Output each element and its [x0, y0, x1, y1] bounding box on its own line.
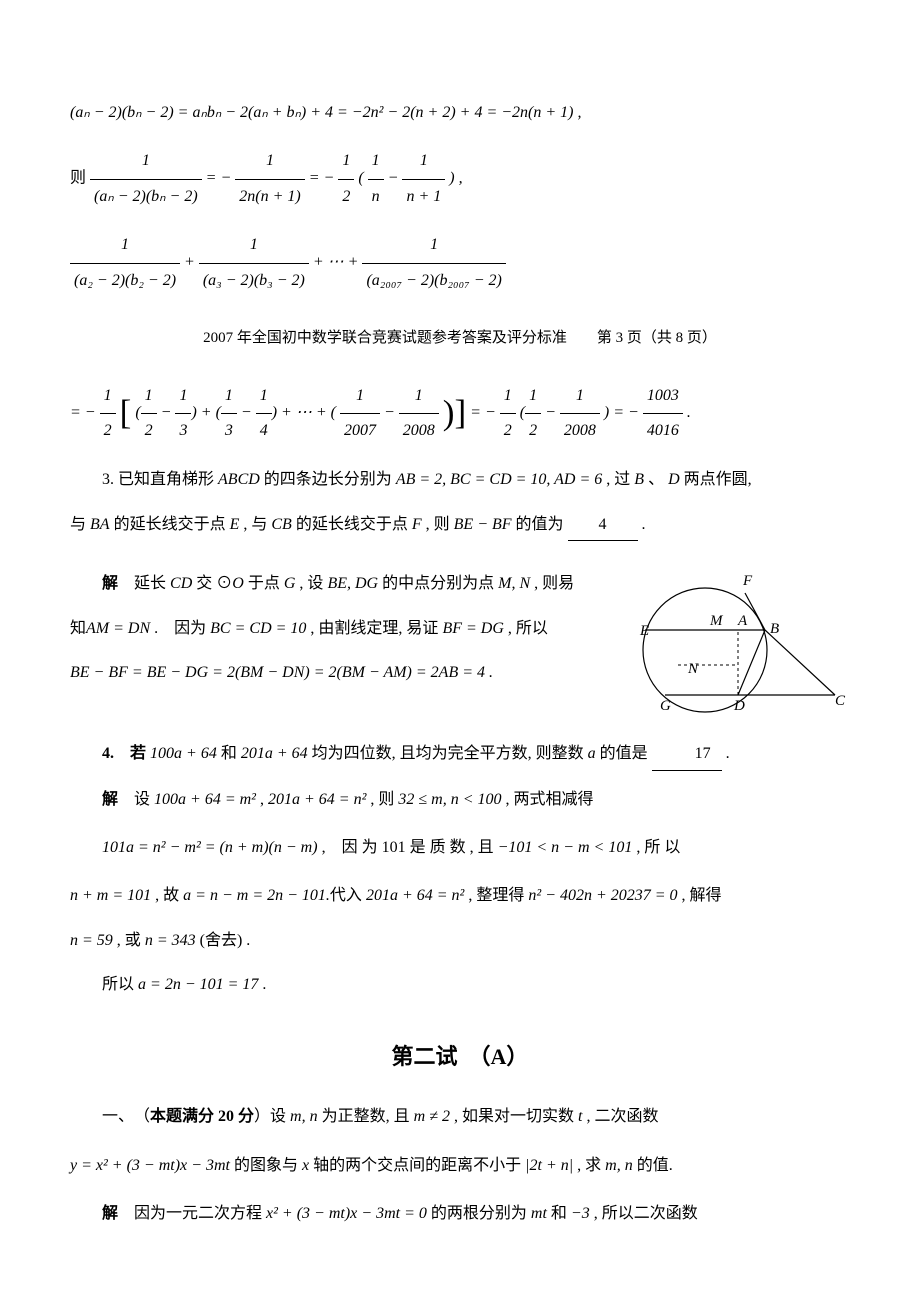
eq3-p2: + ⋯ + — [313, 254, 363, 271]
eq3-f2: 1 (a₃ − 2)(b₃ − 2) — [199, 230, 309, 296]
solution-label: 解 — [102, 1205, 118, 1222]
problem-4-sol-line3: n + m = 101 , 故 a = n − m = 2n − 101.代入 … — [70, 881, 850, 911]
eq1-text: (aₙ − 2)(bₙ − 2) = aₙbₙ − 2(aₙ + bₙ) + 4… — [70, 104, 581, 121]
section-2-title: 第二试 （A） — [70, 1036, 850, 1078]
problem-3-answer-blank: 4 — [568, 510, 638, 541]
eq2-frac5: 1 n + 1 — [402, 146, 445, 212]
solution-label: 解 — [102, 791, 118, 808]
eq2-mid2: = − — [309, 170, 335, 187]
svg-text:F: F — [742, 573, 753, 589]
eq4-period: . — [687, 405, 691, 422]
section2-q1-line2: y = x² + (3 − mt)x − 3mt 的图象与 x 轴的两个交点间的… — [70, 1151, 850, 1181]
problem-4-sol-line4: n = 59 , 或 n = 343 (舍去) . — [70, 926, 850, 956]
section2-q1-line1: 一、 （本题满分 20 分）设 m, n 为正整数, 且 m ≠ 2 , 如果对… — [70, 1102, 850, 1132]
problem-4-sol-line2: 101a = n² − m² = (n + m)(n − m) , 因 为 10… — [70, 833, 850, 863]
svg-text:B: B — [770, 621, 779, 637]
eq2-suffix: ) , — [449, 170, 462, 187]
svg-text:D: D — [733, 698, 745, 714]
section2-q1-sol: 解 因为一元二次方程 x² + (3 − mt)x − 3mt = 0 的两根分… — [70, 1199, 850, 1229]
eq3-f3: 1 (a₂₀₀₇ − 2)(b₂₀₀₇ − 2) — [362, 230, 505, 296]
eq4-pre: = − — [70, 405, 96, 422]
eq3-f1: 1 (a₂ − 2)(b₂ − 2) — [70, 230, 180, 296]
eq2-frac2: 1 2n(n + 1) — [235, 146, 304, 212]
eq2-frac3: 1 2 — [338, 146, 354, 212]
equation-3: 1 (a₂ − 2)(b₂ − 2) + 1 (a₃ − 2)(b₃ − 2) … — [70, 230, 850, 296]
solution-label: 解 — [102, 575, 118, 592]
eq3-p1: + — [184, 254, 199, 271]
eq4-answer: 10034016 — [643, 381, 683, 447]
equation-1: (aₙ − 2)(bₙ − 2) = aₙbₙ − 2(aₙ + bₙ) + 4… — [70, 98, 850, 128]
eq2-mid1: = − — [206, 170, 232, 187]
problem-3-stem-line2: 与 BA 的延长线交于点 E , 与 CB 的延长线交于点 F , 则 BE −… — [70, 510, 850, 541]
equation-4: = − 1 2 [ (12 − 13) + (13 − 14) + ⋯ + ( … — [70, 380, 850, 447]
eq2-mid4: − — [388, 170, 403, 187]
problem-4-sol-line5: 所以 a = 2n − 101 = 17 . — [70, 970, 850, 1000]
problem-4-answer-blank: 17 — [652, 739, 722, 770]
footer-text: 2007 年全国初中数学联合竞赛试题参考答案及评分标准 第 3 页（共 8 页） — [203, 330, 717, 346]
svg-text:E: E — [639, 623, 649, 639]
problem-3-solution-text: 解 延长 CD 交 ⊙O 于点 G , 设 BE, DG 的中点分别为点 M, … — [70, 555, 600, 702]
problem-4-stem: 4. 若 100a + 64 和 201a + 64 均为四位数, 且均为完全平… — [70, 739, 850, 770]
problem-3-final-eq: BE − BF = BE − DG = 2(BM − DN) = 2(BM − … — [70, 664, 493, 681]
problem-3-solution-block: 解 延长 CD 交 ⊙O 于点 G , 设 BE, DG 的中点分别为点 M, … — [70, 555, 850, 725]
eq2-frac1: 1 (aₙ − 2)(bₙ − 2) — [90, 146, 202, 212]
eq4-eq: ) = − — [604, 405, 639, 422]
svg-text:A: A — [737, 613, 748, 629]
equation-2: 则 1 (aₙ − 2)(bₙ − 2) = − 1 2n(n + 1) = −… — [70, 146, 850, 212]
problem-4-sol-line1: 解 设 100a + 64 = m² , 201a + 64 = n² , 则 … — [70, 785, 850, 815]
eq2-prefix: 则 — [70, 170, 86, 187]
svg-text:N: N — [687, 661, 699, 677]
page-footer: 2007 年全国初中数学联合竞赛试题参考答案及评分标准 第 3 页（共 8 页） — [70, 324, 850, 353]
eq4-rbracket: )] — [443, 393, 466, 432]
eq4-half: 1 2 — [100, 381, 116, 447]
problem-3-figure: E F M A B N G D C — [610, 555, 850, 725]
svg-text:C: C — [835, 693, 846, 709]
svg-text:M: M — [709, 613, 724, 629]
eq4-lbracket: [ — [120, 393, 132, 432]
eq2-mid3: ( — [358, 170, 363, 187]
problem-3-stem-line1: 3. 已知直角梯形 ABCD 的四条边长分别为 AB = 2, BC = CD … — [70, 465, 850, 495]
eq2-frac4: 1 n — [368, 146, 384, 212]
svg-text:G: G — [660, 698, 671, 714]
eq4-dots: + ⋯ + ( — [281, 405, 336, 422]
